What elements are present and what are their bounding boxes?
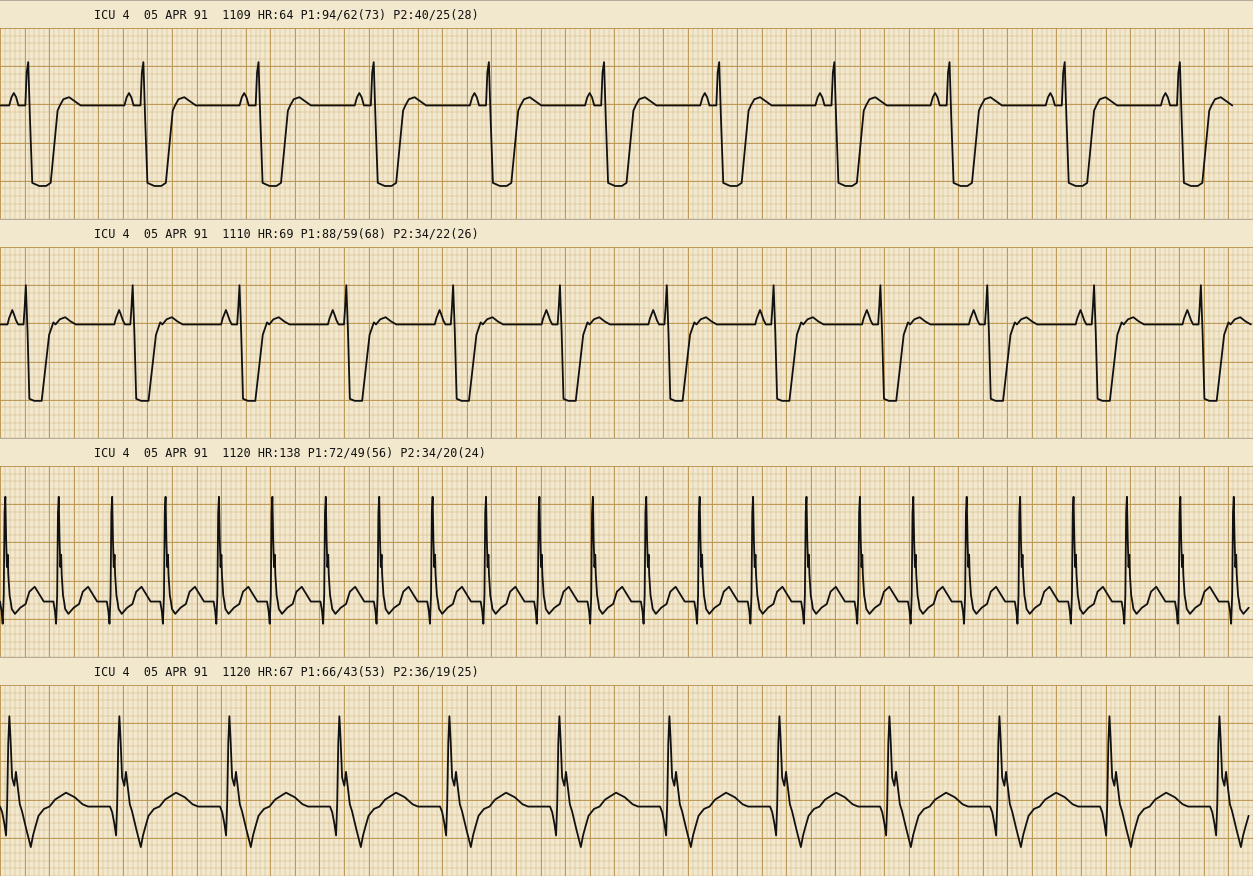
Text: ICU 4  05 APR 91  1120 HR:67 P1:66/43(53) P2:36/19(25): ICU 4 05 APR 91 1120 HR:67 P1:66/43(53) … bbox=[94, 666, 479, 679]
Text: ICU 4  05 APR 91  1120 HR:138 P1:72/49(56) P2:34/20(24): ICU 4 05 APR 91 1120 HR:138 P1:72/49(56)… bbox=[94, 447, 486, 460]
Text: ICU 4  05 APR 91  1109 HR:64 P1:94/62(73) P2:40/25(28): ICU 4 05 APR 91 1109 HR:64 P1:94/62(73) … bbox=[94, 9, 479, 22]
Text: ICU 4  05 APR 91  1110 HR:69 P1:88/59(68) P2:34/22(26): ICU 4 05 APR 91 1110 HR:69 P1:88/59(68) … bbox=[94, 228, 479, 241]
